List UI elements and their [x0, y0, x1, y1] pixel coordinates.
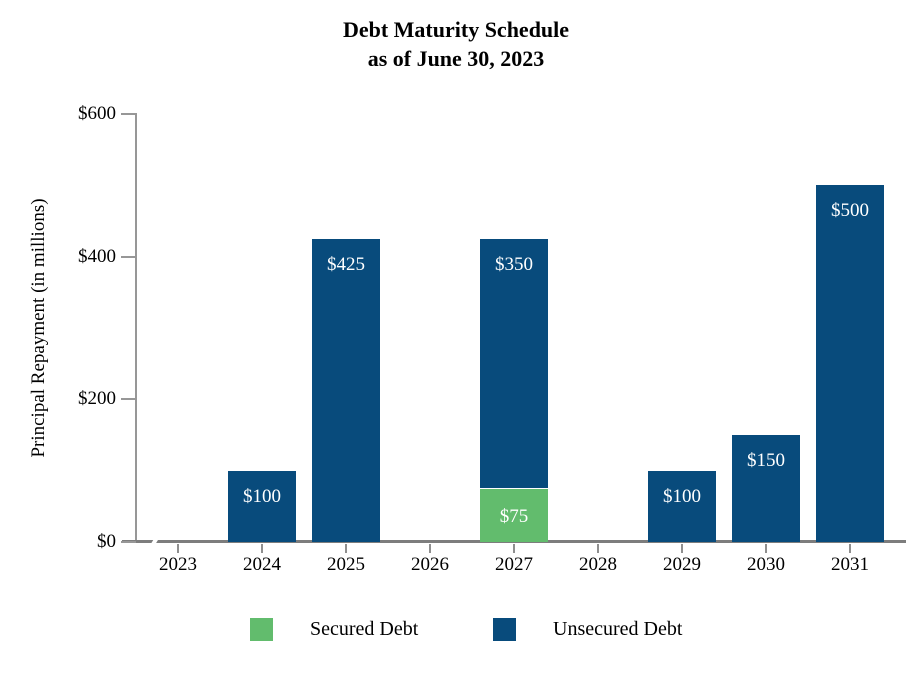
unsecured-debt-bar: $150 — [732, 435, 800, 542]
secured-debt-bar: $75 — [480, 488, 548, 542]
x-axis-tick — [177, 544, 179, 553]
y-axis-tick — [121, 113, 136, 115]
bar-value-label: $100 — [243, 485, 281, 507]
x-axis-tick-label: 2028 — [579, 554, 617, 575]
chart-title-line1: Debt Maturity Schedule — [342, 17, 570, 42]
x-axis-tick-label: 2027 — [495, 554, 533, 575]
y-axis-tick-label: $600 — [78, 103, 116, 124]
x-axis-tick-label: 2026 — [411, 554, 449, 575]
bar-value-label: $75 — [499, 506, 529, 528]
x-axis-tick — [513, 544, 515, 553]
y-axis-tick-label: $400 — [78, 245, 116, 267]
x-axis-tick-label: 2029 — [663, 554, 701, 575]
x-axis-tick-label: 2030 — [747, 554, 785, 575]
bar-value-label: $500 — [831, 200, 869, 222]
x-axis-tick-label: 2024 — [243, 554, 281, 575]
x-axis-tick-label: 2025 — [327, 554, 365, 575]
y-axis-tick — [121, 255, 136, 258]
unsecured-debt-bar: $100 — [648, 470, 716, 542]
unsecured-debt-swatch — [493, 618, 516, 641]
y-axis-line — [135, 113, 137, 543]
bar-value-label: $100 — [663, 485, 701, 507]
x-axis-tick-label: 2031 — [831, 554, 869, 575]
bar-value-label: $150 — [747, 450, 785, 471]
secured-debt-swatch — [250, 618, 273, 641]
legend-item-secured: Secured Debt — [250, 618, 418, 641]
x-axis-tick — [261, 544, 263, 553]
bar-value-label: $425 — [327, 253, 365, 275]
unsecured-debt-bar: $100 — [228, 470, 296, 542]
y-axis-tick-label: $0 — [97, 531, 116, 552]
unsecured-debt-bar: $350 — [480, 238, 548, 489]
x-axis-tick-label: 2023 — [159, 554, 197, 575]
x-axis-tick — [681, 544, 683, 553]
legend-label-unsecured: Unsecured Debt — [553, 618, 683, 640]
unsecured-debt-bar: $500 — [816, 185, 884, 542]
legend-item-unsecured: Unsecured Debt — [493, 618, 682, 641]
x-axis-tick — [765, 544, 767, 553]
legend-label-secured: Secured Debt — [310, 618, 419, 640]
bar-value-label: $350 — [495, 253, 533, 275]
chart-title: Debt Maturity Schedule as of June 30, 20… — [0, 15, 912, 73]
y-axis-tick-label: $200 — [78, 388, 116, 410]
unsecured-debt-bar: $425 — [312, 238, 380, 542]
chart-title-line2: as of June 30, 2023 — [367, 46, 545, 71]
x-axis-tick — [597, 544, 599, 553]
x-axis-tick — [429, 544, 431, 553]
y-axis-tick — [121, 398, 136, 401]
x-axis-tick — [345, 544, 347, 553]
x-axis-tick — [849, 544, 851, 553]
y-axis-tick — [121, 541, 136, 543]
